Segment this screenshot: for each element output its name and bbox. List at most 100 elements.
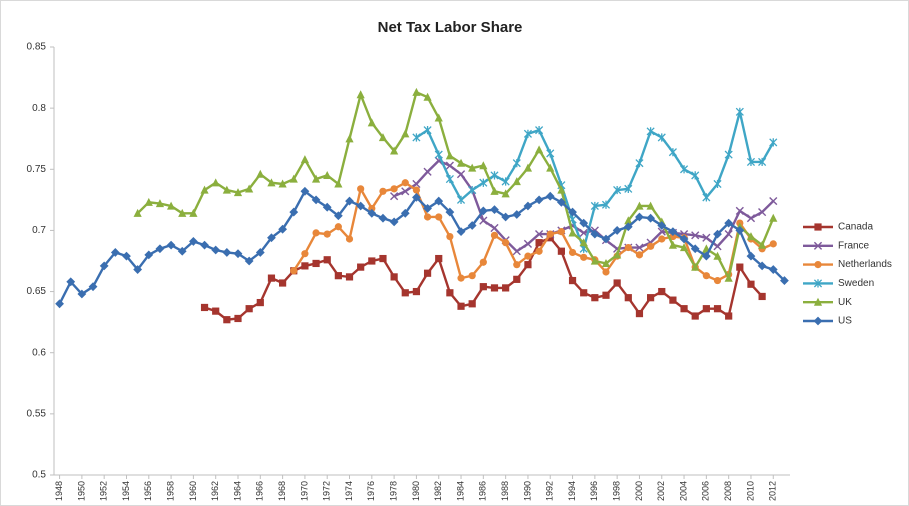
point (568, 276, 577, 285)
x-tick-label: 1996 (589, 481, 599, 501)
point (490, 284, 499, 292)
chart-title: Net Tax Labor Share (378, 19, 523, 36)
point (612, 226, 622, 235)
point (512, 177, 521, 186)
point (311, 174, 321, 183)
y-tick-label: 0.75 (27, 164, 47, 175)
point (88, 282, 98, 292)
point (635, 251, 644, 259)
point (457, 302, 465, 310)
x-tick-label: 1984 (455, 481, 465, 501)
point (546, 149, 555, 158)
point (724, 218, 734, 228)
point (736, 263, 744, 271)
point (680, 165, 689, 174)
point (457, 274, 465, 282)
x-tick-label: 1948 (54, 481, 64, 501)
point (99, 261, 109, 271)
point (713, 179, 722, 189)
point (423, 269, 432, 277)
point (524, 252, 532, 260)
legend-marker (813, 297, 823, 306)
point (267, 233, 276, 243)
point (356, 90, 365, 99)
point (590, 229, 600, 239)
point (758, 207, 767, 217)
point (345, 196, 354, 206)
point (233, 249, 243, 259)
x-tick-label: 1974 (344, 481, 354, 501)
point (691, 171, 700, 180)
point (166, 240, 176, 250)
point (445, 174, 454, 184)
point (479, 178, 488, 187)
point (512, 159, 521, 168)
legend-marker (813, 241, 823, 250)
point (279, 279, 287, 287)
point (211, 245, 221, 255)
x-tick-label: 1992 (545, 481, 555, 501)
point (300, 155, 310, 164)
x-tick-label: 1994 (567, 481, 577, 501)
x-tick-label: 1970 (299, 481, 309, 501)
point (378, 213, 388, 223)
point (602, 291, 610, 299)
point (512, 247, 521, 256)
point (356, 201, 366, 211)
point (479, 161, 488, 170)
legend-marker (814, 223, 822, 231)
point (390, 273, 398, 281)
point (624, 243, 632, 252)
point (668, 240, 678, 249)
x-tick-label: 1950 (76, 481, 86, 501)
point (435, 254, 443, 263)
point (301, 250, 309, 258)
x-tick-label: 2002 (656, 481, 666, 501)
point (256, 169, 265, 178)
point (133, 265, 143, 274)
point (657, 221, 667, 230)
point (613, 279, 621, 287)
x-tick-label: 2006 (701, 481, 711, 501)
point (401, 289, 409, 297)
point (713, 229, 722, 239)
point (322, 202, 332, 212)
x-tick-label: 2010 (745, 481, 755, 501)
point (390, 185, 398, 193)
point (378, 133, 388, 142)
point (679, 234, 689, 244)
point (523, 163, 533, 172)
point (435, 213, 443, 221)
point (412, 133, 421, 142)
point (445, 207, 455, 217)
point (713, 242, 722, 251)
point (390, 146, 399, 155)
point (423, 92, 432, 101)
point (758, 240, 767, 249)
point (546, 163, 555, 172)
point (244, 256, 254, 266)
point (502, 239, 510, 247)
point (590, 256, 599, 265)
point (300, 186, 310, 196)
point (367, 208, 377, 218)
point (668, 148, 677, 157)
point (312, 259, 320, 268)
point (501, 212, 511, 222)
point (624, 294, 632, 302)
x-tick-label: 2000 (634, 481, 644, 501)
point (724, 273, 733, 282)
point (456, 170, 466, 179)
point (323, 256, 331, 264)
point (490, 205, 499, 215)
point (122, 251, 131, 261)
point (289, 174, 298, 183)
x-tick-label: 1968 (277, 481, 287, 501)
point (613, 185, 622, 195)
point (658, 235, 666, 243)
point (144, 250, 154, 260)
point (367, 118, 376, 127)
y-tick-label: 0.5 (32, 470, 46, 481)
point (534, 230, 544, 239)
